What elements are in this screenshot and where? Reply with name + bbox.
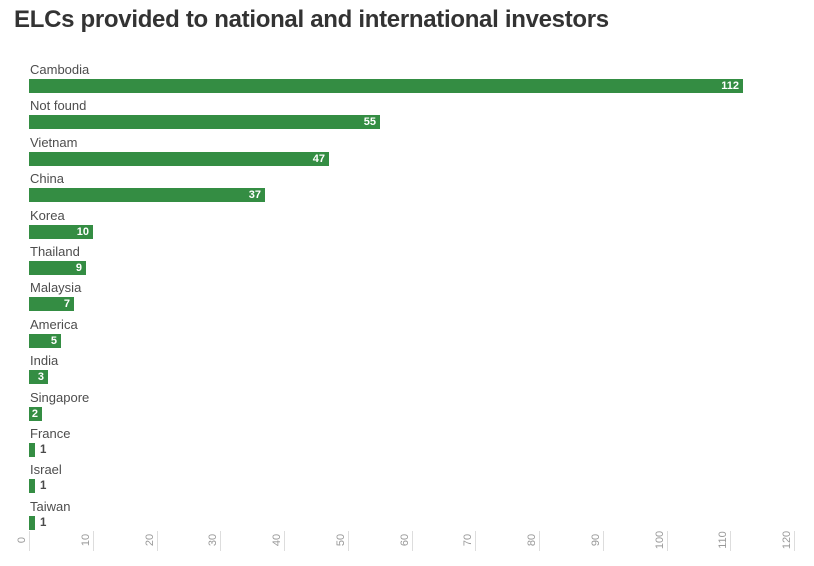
tick-label: 80	[526, 533, 538, 547]
value-label: 112	[721, 80, 739, 92]
tick-line	[539, 531, 540, 551]
category-label: Israel	[30, 462, 62, 478]
bar-track: 3	[29, 370, 809, 385]
bar-track: 112	[29, 79, 809, 93]
bar-track: 47	[29, 151, 809, 166]
tick-line	[666, 531, 668, 551]
value-label: 7	[63, 298, 70, 311]
tick-label: 20	[143, 533, 156, 547]
bar-track: 1	[29, 479, 809, 494]
value-label: 1	[40, 516, 47, 529]
bar: 10	[29, 224, 93, 239]
bar-row: Taiwan 1	[29, 499, 809, 535]
value-label: 37	[248, 189, 261, 202]
bar	[29, 479, 35, 494]
tick-label: 0	[16, 536, 28, 544]
bar-row: Thailand 9	[29, 244, 809, 280]
bar-track: 37	[29, 188, 809, 203]
category-label: Thailand	[30, 243, 80, 259]
bar-row: China 37	[29, 171, 809, 207]
tick-label: 60	[398, 533, 411, 547]
x-axis: 0 10 20 30 40 50 60 70 80 90 100 110 120	[0, 531, 814, 565]
category-label: Malaysia	[30, 280, 82, 296]
bar-track: 5	[29, 333, 809, 348]
bar	[29, 442, 35, 457]
bar-track: 1	[29, 515, 809, 530]
tick-line	[411, 531, 413, 551]
bar-track: 9	[29, 260, 809, 275]
value-label: 55	[363, 116, 376, 129]
tick-line	[347, 531, 349, 551]
chart-title: ELCs provided to national and internatio…	[14, 6, 609, 33]
tick-line	[156, 531, 158, 551]
bar: 7	[29, 297, 74, 312]
category-label: America	[30, 316, 78, 332]
bar-row: France 1	[29, 426, 809, 462]
tick-line	[29, 531, 30, 551]
value-label: 2	[31, 407, 38, 420]
bar-row: Malaysia 7	[29, 280, 809, 316]
value-label: 47	[312, 152, 325, 165]
value-label: 1	[40, 480, 47, 493]
value-label: 1	[40, 443, 47, 456]
bar-row: Singapore 2	[29, 390, 809, 426]
tick-label: 120	[781, 530, 793, 550]
value-label: 9	[75, 261, 82, 274]
category-label: Korea	[30, 207, 65, 223]
category-label: Vietnam	[30, 134, 78, 150]
tick-label: 30	[207, 533, 220, 547]
bar: 47	[29, 151, 329, 166]
bar-track: 7	[29, 297, 809, 312]
bar: 112	[29, 79, 743, 93]
tick-line	[92, 531, 94, 551]
bar: 3	[29, 370, 48, 385]
category-label: Singapore	[30, 389, 90, 405]
category-label: France	[30, 425, 71, 441]
bar: 37	[29, 188, 265, 203]
bar: 5	[29, 333, 61, 348]
bar-track: 2	[29, 406, 809, 421]
tick-label: 110	[717, 531, 730, 549]
tick-label: 40	[271, 533, 283, 547]
value-label: 10	[76, 225, 89, 238]
tick-label: 90	[589, 533, 602, 547]
bar-row: Not found 55	[29, 98, 809, 134]
bar: 2	[29, 406, 42, 421]
category-label: India	[30, 353, 59, 369]
value-label: 5	[50, 334, 57, 347]
bar-row: America 5	[29, 317, 809, 353]
tick-label: 50	[334, 533, 347, 547]
bar-row: India 3	[29, 353, 809, 389]
category-label: China	[30, 171, 64, 187]
tick-label: 100	[653, 530, 666, 550]
bar: 9	[29, 260, 86, 275]
tick-label: 70	[462, 533, 475, 547]
tick-line	[220, 531, 222, 551]
tick-line	[794, 531, 795, 551]
category-label: Not found	[30, 98, 87, 114]
tick-line	[284, 531, 285, 551]
bar-row: Cambodia 112	[29, 62, 809, 98]
category-label: Cambodia	[30, 62, 90, 77]
bar-track: 10	[29, 224, 809, 239]
bar-row: Vietnam 47	[29, 135, 809, 171]
bar-row: Korea 10	[29, 208, 809, 244]
tick-label: 10	[79, 533, 92, 547]
bar-track: 55	[29, 115, 809, 130]
bar-rows: Cambodia 112 Not found 55 Vietnam 47 China 37 Ko…	[29, 62, 809, 535]
bar-track: 1	[29, 442, 809, 457]
tick-line	[730, 531, 732, 551]
bar-row: Israel 1	[29, 462, 809, 498]
value-label: 3	[37, 371, 44, 384]
bar: 55	[29, 115, 380, 130]
category-label: Taiwan	[30, 498, 71, 514]
bar	[29, 515, 35, 530]
tick-line	[475, 531, 477, 551]
tick-line	[602, 531, 604, 551]
